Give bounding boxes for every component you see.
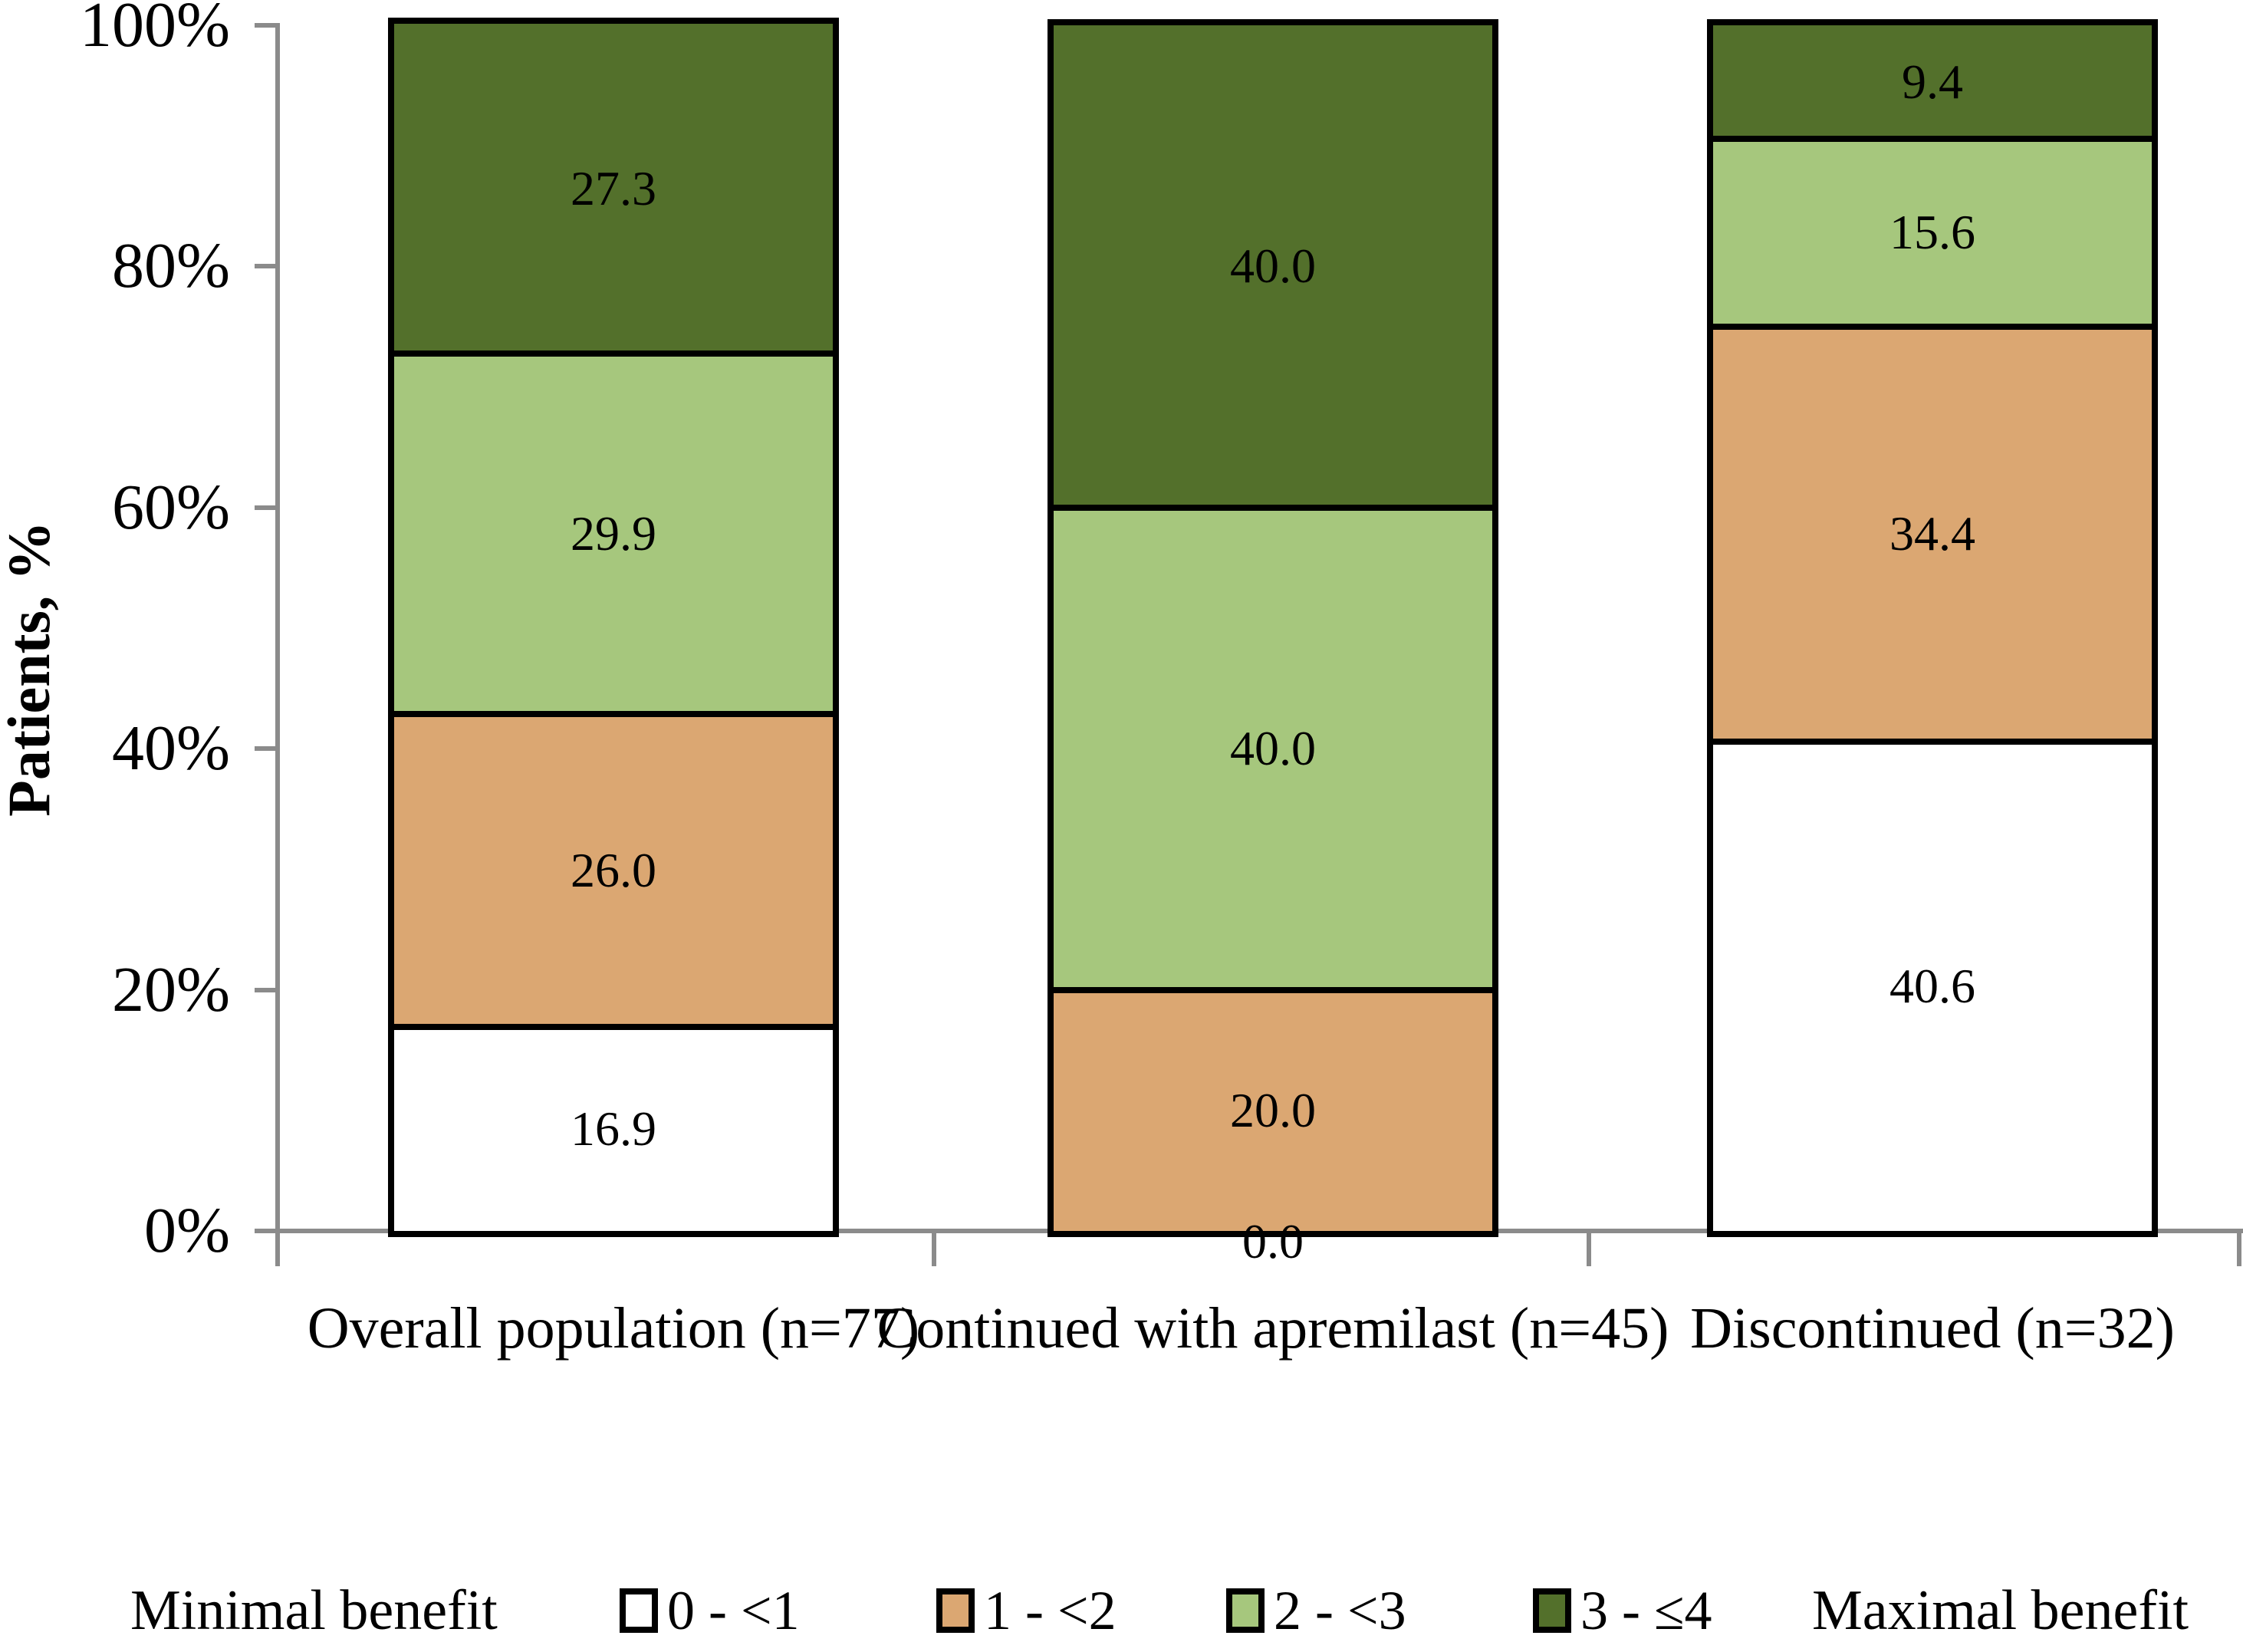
x-tick-mark <box>932 1231 936 1266</box>
bar-segment <box>1713 138 2152 327</box>
data-label: 16.9 <box>571 1101 656 1157</box>
y-tick-mark <box>255 746 278 752</box>
segment-border <box>1713 135 2152 142</box>
data-label: 40.6 <box>1889 958 1975 1013</box>
y-tick-mark <box>255 987 278 992</box>
data-label: 29.9 <box>571 505 656 561</box>
data-label: 40.0 <box>1230 721 1316 776</box>
legend-item-label: 2 - <3 <box>1274 1580 1406 1641</box>
y-tick-label: 40% <box>112 712 230 785</box>
bar-segment <box>394 713 833 1028</box>
bar-outline <box>1707 19 2158 1237</box>
bar-segment <box>394 1027 833 1231</box>
legend-swatch <box>936 1588 975 1633</box>
x-category-label: Overall population (n=77) <box>307 1296 920 1361</box>
bar-outline <box>1048 19 1498 1237</box>
segment-border <box>1713 738 2152 745</box>
y-tick-mark <box>255 23 278 28</box>
y-tick-label: 20% <box>112 953 230 1025</box>
data-label: 20.0 <box>1230 1082 1316 1137</box>
bar-segment <box>1713 25 2152 139</box>
legend-item: 2 - <3 <box>1226 1575 1406 1646</box>
data-label: 27.3 <box>571 161 656 216</box>
legend-item-label: 3 - ≤4 <box>1580 1580 1712 1641</box>
legend-swatch <box>620 1588 658 1633</box>
legend-swatch <box>1533 1588 1571 1633</box>
x-tick-mark <box>2237 1231 2241 1266</box>
legend-swatch <box>1226 1588 1265 1633</box>
y-axis-line <box>275 23 280 1233</box>
y-tick-mark <box>255 264 278 269</box>
legend-item-label: 0 - <1 <box>667 1580 800 1641</box>
bar-segment <box>1713 327 2152 742</box>
bar-segment <box>394 353 833 714</box>
y-tick-mark <box>255 1229 278 1233</box>
segment-border <box>1713 324 2152 330</box>
legend-item: 1 - <2 <box>936 1575 1117 1646</box>
y-tick-label: 80% <box>112 230 230 302</box>
y-tick-label: 100% <box>80 0 230 61</box>
segment-border <box>394 350 833 357</box>
segment-border <box>394 1024 833 1031</box>
x-category-label: Continued with apremilast (n=45) <box>876 1296 1669 1361</box>
segment-border <box>1054 986 1492 993</box>
x-tick-mark <box>275 1231 280 1266</box>
bar-outline <box>388 18 839 1237</box>
legend-min-label: Minimal benefit <box>130 1579 498 1642</box>
data-label: 15.6 <box>1889 205 1975 260</box>
segment-border <box>1054 504 1492 511</box>
y-axis-title: Patients, % <box>0 521 62 817</box>
data-label: 0.0 <box>1242 1214 1304 1269</box>
y-tick-mark <box>255 505 278 510</box>
y-tick-label: 0% <box>144 1195 230 1266</box>
x-tick-mark <box>1587 1231 1591 1266</box>
bar-segment <box>1054 989 1492 1231</box>
segment-border <box>394 710 833 717</box>
data-label: 26.0 <box>571 842 656 897</box>
y-tick-label: 60% <box>112 471 230 543</box>
legend-item: 3 - ≤4 <box>1533 1575 1712 1646</box>
data-label: 34.4 <box>1889 506 1975 561</box>
legend-item-label: 1 - <2 <box>984 1580 1117 1641</box>
bar-segment <box>1054 25 1492 508</box>
data-label: 9.4 <box>1902 54 1963 109</box>
x-category-label: Discontinued (n=32) <box>1690 1296 2175 1361</box>
bar-segment <box>1054 507 1492 990</box>
bar-segment <box>394 24 833 354</box>
legend-item: 0 - <1 <box>620 1575 800 1646</box>
legend-max-label: Maximal benefit <box>1812 1579 2189 1642</box>
data-label: 40.0 <box>1230 239 1316 294</box>
bar-segment <box>1713 741 2152 1231</box>
